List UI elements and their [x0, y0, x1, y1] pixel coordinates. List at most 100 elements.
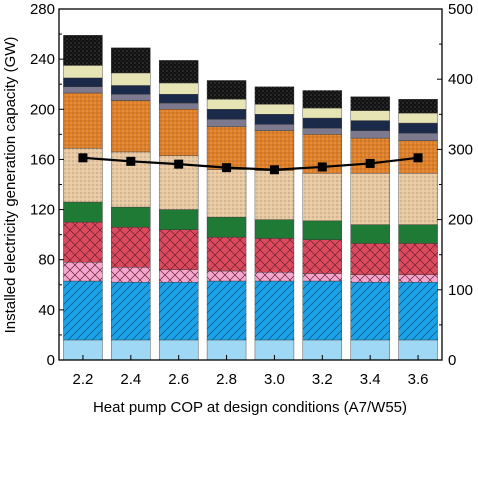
series-marker [365, 158, 375, 168]
bar-segment [254, 124, 295, 131]
bar-segment [158, 209, 199, 230]
bar-segment [63, 77, 103, 87]
y-axis-right: 0 100 200 300 400 500 [437, 1, 473, 369]
bar-segment-pattern [207, 281, 247, 340]
bar-segment-pattern [398, 173, 438, 225]
series-marker [126, 156, 136, 166]
bar-segment-pattern [111, 282, 151, 340]
series-line [82, 156, 419, 171]
bar-segment [206, 216, 247, 238]
bar-segment-pattern [350, 282, 390, 340]
series-marker [174, 159, 184, 169]
bar-segment-pattern [207, 169, 247, 218]
bar-segment [302, 127, 343, 135]
bar-segment-pattern [350, 138, 390, 174]
bar-segment [158, 82, 199, 95]
bar-segment-pattern [207, 270, 247, 282]
bar-segment-pattern [302, 281, 342, 340]
bar-segment [63, 201, 103, 223]
bar-segment-pattern [159, 282, 199, 340]
bar-segment-pattern [159, 60, 199, 83]
bar-segment [111, 72, 151, 86]
bar-segment-pattern [302, 273, 342, 282]
bar-segment [398, 122, 438, 134]
bar-segment [111, 85, 151, 95]
y2-tick-label: 200 [448, 212, 473, 229]
y2-tick-label: 0 [448, 352, 456, 369]
y-axis-title: Installed electricity generation capacit… [2, 37, 19, 334]
y2-tick-label: 400 [448, 71, 473, 88]
y-tick-label: 240 [30, 51, 55, 68]
y-tick-label: 120 [30, 202, 55, 219]
x-axis: 2.2 2.4 2.6 2.8 3.0 3.2 3.4 3.6 [73, 355, 429, 388]
line-layer [78, 153, 423, 175]
y-tick-label: 280 [30, 1, 55, 18]
series-marker [317, 162, 327, 172]
bar-segment [398, 132, 438, 141]
bars-layer [63, 35, 438, 361]
y-tick-label: 0 [47, 352, 55, 369]
x-tick-label: 3.2 [312, 371, 333, 388]
y-tick-label: 160 [30, 151, 55, 168]
bar-segment-pattern [63, 35, 103, 66]
bar-segment-pattern [159, 229, 199, 270]
bar-segment [158, 94, 199, 104]
bar-segment [302, 117, 343, 129]
bar-segment-pattern [63, 262, 103, 282]
x-tick-label: 2.8 [216, 371, 237, 388]
bar-segment-pattern [350, 243, 390, 275]
y2-tick-label: 300 [448, 141, 473, 158]
bar-segment-pattern [254, 86, 294, 105]
bar-segment-pattern [159, 269, 199, 283]
bar-segment [398, 224, 438, 244]
bar-segment-pattern [254, 272, 294, 282]
bar-segment-pattern [207, 80, 247, 100]
y-tick-label: 200 [30, 101, 55, 118]
y2-tick-label: 500 [448, 1, 473, 18]
x-tick-label: 3.6 [408, 371, 429, 388]
bar-segment-pattern [254, 281, 294, 340]
bar-segment [206, 99, 247, 110]
bar-segment-pattern [63, 92, 103, 149]
bar-segment-pattern [63, 281, 103, 340]
x-tick-label: 2.6 [168, 371, 189, 388]
x-axis-title: Heat pump COP at design conditions (A7/W… [93, 399, 407, 416]
y-tick-label: 40 [38, 302, 55, 319]
bar-segment [302, 107, 343, 119]
bar-segment [254, 219, 295, 239]
y2-tick-label: 100 [448, 282, 473, 299]
bar-segment-pattern [207, 237, 247, 271]
y-axis-left: 0 40 80 120 160 200 240 280 [30, 1, 64, 369]
bar-segment [350, 224, 390, 244]
bar-segment-pattern [111, 100, 151, 152]
bar-segment [350, 130, 390, 139]
bar-segment-pattern [398, 99, 438, 114]
series-marker [413, 153, 423, 163]
x-tick-label: 3.0 [264, 371, 285, 388]
series-marker [78, 153, 88, 163]
bar-segment-pattern [398, 274, 438, 283]
bar-segment-pattern [350, 173, 390, 225]
bar-segment [254, 104, 295, 115]
bar-segment-pattern [111, 47, 151, 73]
series-marker [222, 163, 232, 173]
bar-segment-pattern [63, 222, 103, 263]
bar-segment [63, 86, 103, 94]
bar-segment [63, 65, 103, 79]
x-tick-label: 2.2 [73, 371, 94, 388]
bar-segment-pattern [111, 227, 151, 268]
bar-segment-pattern [254, 170, 294, 220]
bar-segment [350, 110, 390, 121]
bar-segment [350, 120, 390, 131]
bar-segment [398, 112, 438, 124]
bar-segment [158, 102, 199, 110]
bar-segment-pattern [398, 243, 438, 275]
bar-segment-pattern [350, 96, 390, 111]
series-marker [269, 165, 279, 175]
y-tick-label: 80 [38, 252, 55, 269]
bar-segment [302, 220, 343, 240]
x-tick-label: 3.4 [360, 371, 381, 388]
bar-segment-pattern [398, 282, 438, 340]
bar-segment-pattern [254, 130, 294, 171]
